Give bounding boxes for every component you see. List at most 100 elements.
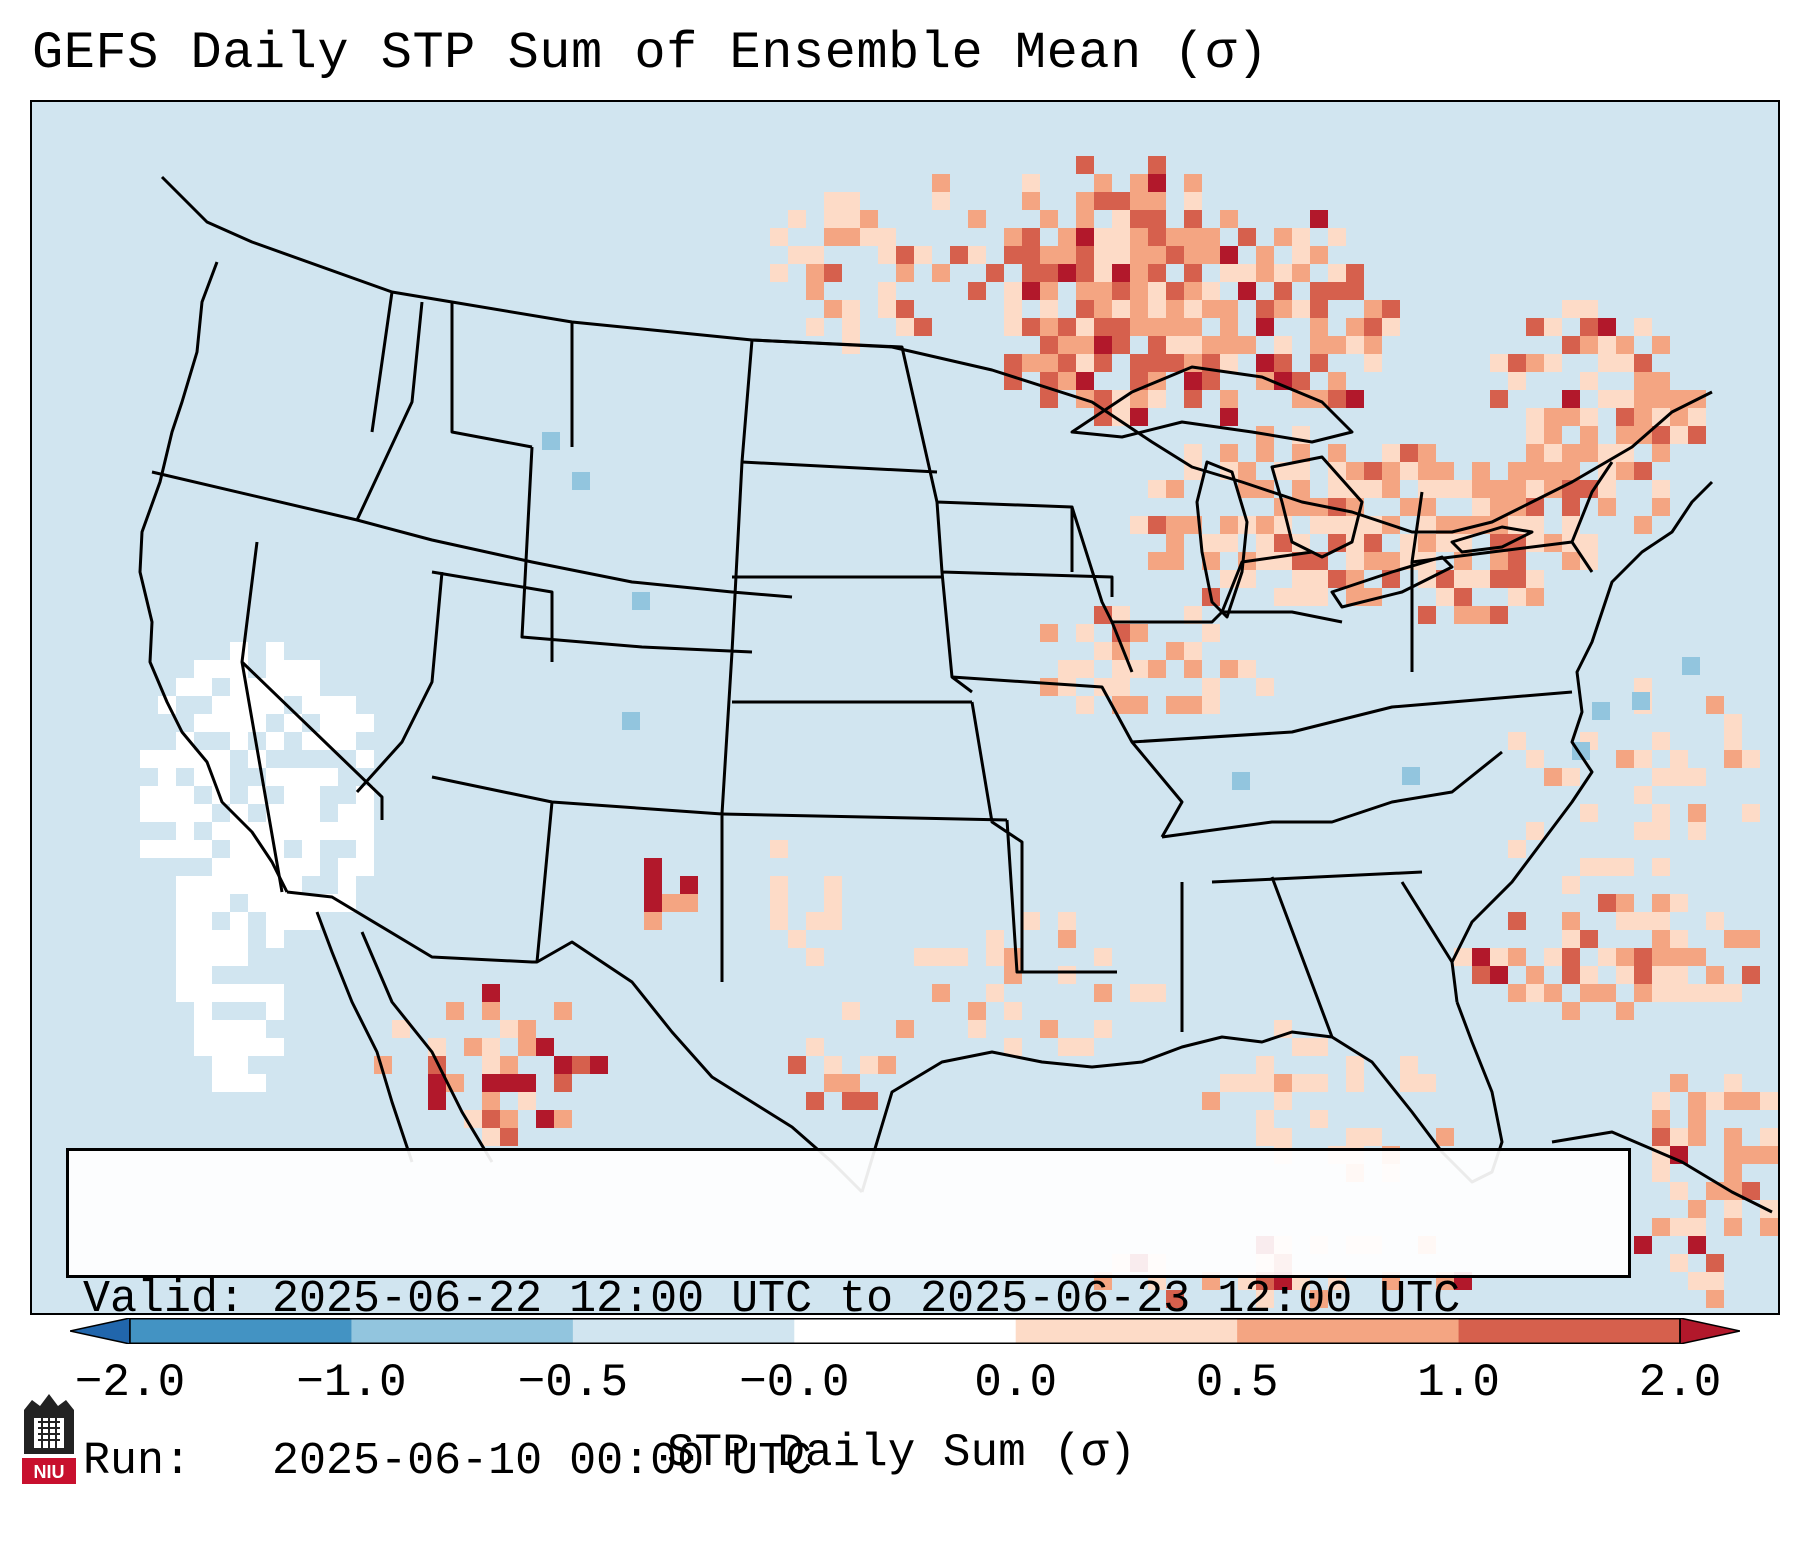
stp-cell	[1238, 1074, 1256, 1092]
stp-cell	[176, 984, 194, 1002]
stp-cell	[644, 858, 662, 876]
stp-cell	[1292, 1038, 1310, 1056]
stp-cell	[1148, 552, 1166, 570]
colorbar-segment	[1458, 1318, 1681, 1344]
stp-cell	[284, 714, 302, 732]
stp-map[interactable]	[32, 102, 1778, 1313]
stp-cell	[1724, 732, 1742, 750]
stp-cell	[1076, 228, 1094, 246]
stp-cell	[284, 786, 302, 804]
valid-row: Valid: 2025-06-22 12:00 UTC to 2025-06-2…	[83, 1273, 1614, 1327]
stp-cell	[1112, 246, 1130, 264]
colorbar-segment	[1237, 1318, 1460, 1344]
stp-cell	[1004, 948, 1022, 966]
stp-cell	[1562, 390, 1580, 408]
stp-cell	[1292, 552, 1310, 570]
stp-cell	[662, 894, 680, 912]
stp-cell	[500, 1110, 518, 1128]
stp-cell	[770, 264, 788, 282]
stp-cell	[230, 930, 248, 948]
run-row: Run: 2025-06-10 00:00 UTC	[83, 1435, 1614, 1489]
stp-cell	[806, 1038, 824, 1056]
stp-cell	[1400, 462, 1418, 480]
stp-cell	[1184, 390, 1202, 408]
stp-cell	[1688, 1200, 1706, 1218]
stp-cell	[1202, 228, 1220, 246]
stp-cell	[1490, 354, 1508, 372]
stp-cell	[284, 768, 302, 786]
stp-cell	[1724, 750, 1742, 768]
stp-cell	[1634, 372, 1652, 390]
stp-cell	[248, 1074, 266, 1092]
stp-cell	[1130, 660, 1148, 678]
stp-cell	[1580, 426, 1598, 444]
stp-cell	[1148, 210, 1166, 228]
stp-cell	[1652, 408, 1670, 426]
stp-cell	[842, 300, 860, 318]
stp-cell	[1094, 948, 1112, 966]
stp-cell	[824, 210, 842, 228]
stp-cell	[1310, 570, 1328, 588]
stp-cell	[1058, 246, 1076, 264]
stp-cell	[1580, 804, 1598, 822]
stp-cell	[1238, 228, 1256, 246]
stp-cell	[1274, 264, 1292, 282]
stp-cell	[194, 678, 212, 696]
stp-cell	[212, 1056, 230, 1074]
stp-cell	[1058, 930, 1076, 948]
map-panel[interactable]	[30, 100, 1780, 1315]
stp-cell	[1652, 444, 1670, 462]
stp-cell	[1652, 1164, 1670, 1182]
atlantic-coast	[1450, 480, 1714, 1003]
stp-cell	[1040, 678, 1058, 696]
stp-cell	[1742, 750, 1760, 768]
stp-cell	[176, 678, 194, 696]
stp-cell	[1670, 1182, 1688, 1200]
stp-cell	[1508, 480, 1526, 498]
stp-cell	[1202, 282, 1220, 300]
stp-cell	[1652, 498, 1670, 516]
stp-cell	[1544, 462, 1562, 480]
stp-cell	[1508, 588, 1526, 606]
stp-cell	[500, 1056, 518, 1074]
stp-cell	[1526, 318, 1544, 336]
stp-cell	[1706, 1290, 1724, 1308]
stp-cell	[788, 1056, 806, 1074]
stp-cell	[194, 984, 212, 1002]
stp-cell	[968, 246, 986, 264]
stp-cell	[1202, 678, 1220, 696]
stp-cell	[1436, 570, 1454, 588]
stp-cell	[1688, 426, 1706, 444]
stp-cell	[1076, 354, 1094, 372]
stp-cell	[1040, 264, 1058, 282]
stp-cell	[878, 282, 896, 300]
stp-cell	[356, 840, 374, 858]
stp-cell	[338, 804, 356, 822]
stp-cell	[680, 894, 698, 912]
stp-cell	[1418, 1074, 1436, 1092]
stp-cell	[1454, 588, 1472, 606]
stp-cell	[1238, 264, 1256, 282]
stp-cell	[542, 432, 560, 450]
stp-cell	[1364, 318, 1382, 336]
stp-cell	[824, 192, 842, 210]
stp-cell	[338, 732, 356, 750]
stp-cell	[1634, 984, 1652, 1002]
stp-cell	[1544, 444, 1562, 462]
stp-cell	[1130, 282, 1148, 300]
stp-cell	[914, 948, 932, 966]
stp-cell	[1238, 660, 1256, 678]
stp-cell	[212, 948, 230, 966]
stp-cell	[194, 948, 212, 966]
mexico-border	[286, 890, 864, 1194]
stp-cell	[1634, 948, 1652, 966]
stp-cell	[302, 858, 320, 876]
stp-cell	[1706, 1272, 1724, 1290]
stp-cell	[1670, 1218, 1688, 1236]
stp-cell	[914, 318, 932, 336]
stp-cell	[482, 1056, 500, 1074]
stp-cell	[824, 876, 842, 894]
stp-cell	[1310, 336, 1328, 354]
stp-cell	[266, 894, 284, 912]
stp-cell	[1112, 210, 1130, 228]
